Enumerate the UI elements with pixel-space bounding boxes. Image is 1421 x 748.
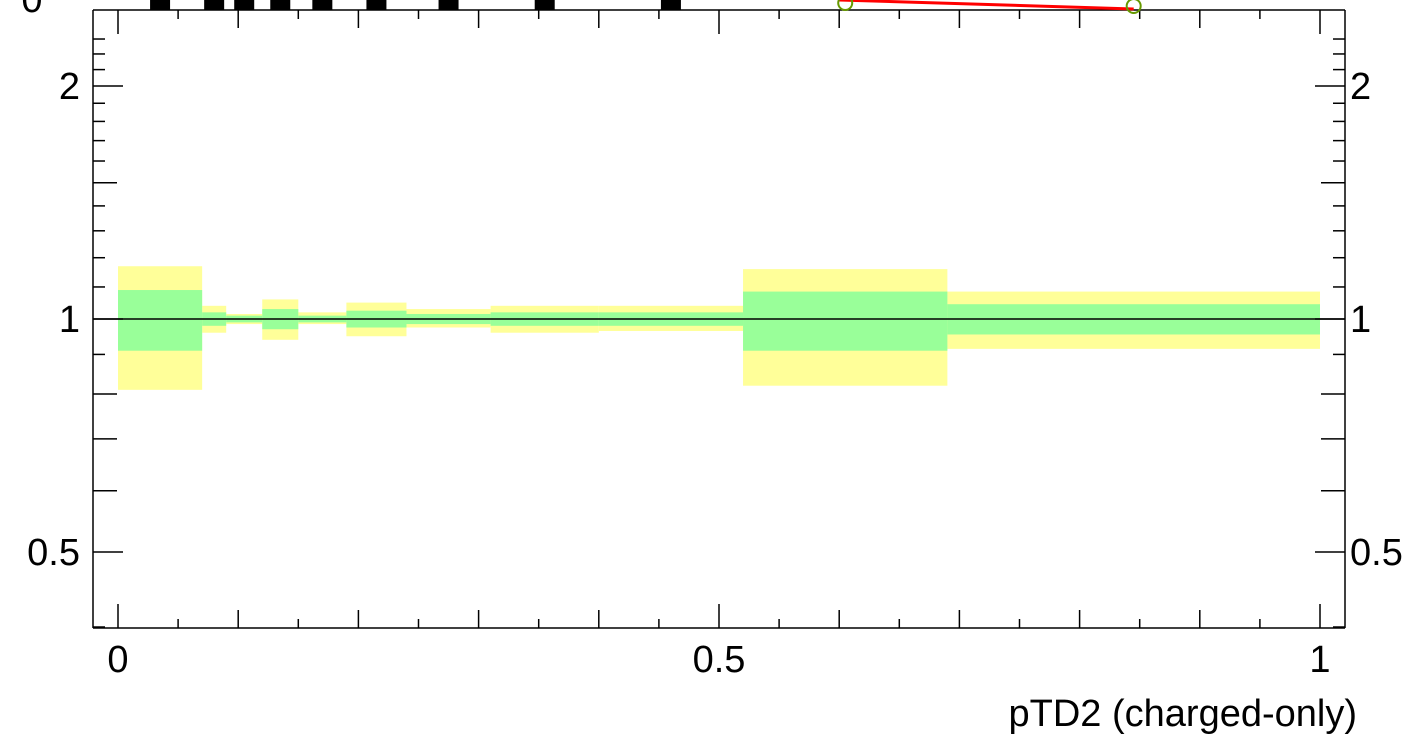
plot-area: [93, 266, 1345, 390]
y-tick-label-left-1: 1: [59, 299, 80, 341]
y-tick-label-left-0: 0.5: [27, 532, 80, 574]
axes: 0 0.5 1 0.5 0.5 1 1 2 2: [27, 9, 1403, 681]
top-marker-7: [534, 0, 555, 10]
top-marker-4: [312, 0, 333, 10]
x-tick-label-0: 0: [107, 639, 128, 681]
top-marker-3: [270, 0, 291, 10]
top-marker-1: [204, 0, 225, 10]
x-tick-label-1: 0.5: [693, 639, 746, 681]
x-axis-label: pTD2 (charged-only): [1009, 693, 1357, 735]
top-red-line: [839, 0, 1134, 11]
y-tick-label-right-1: 1: [1350, 299, 1371, 341]
inner-band-0: [118, 290, 203, 351]
y-tick-label-left-2: 2: [59, 66, 80, 108]
x-tick-label-2: 1: [1309, 639, 1330, 681]
top-zero-label: 0: [21, 0, 42, 21]
y-tick-label-right-0: 0.5: [1350, 532, 1403, 574]
y-tick-label-right-2: 2: [1350, 66, 1371, 108]
top-marker-8: [660, 0, 681, 10]
top-green-marker-0: [837, 0, 854, 11]
top-marker-5: [366, 0, 387, 10]
top-green-marker-1: [1125, 0, 1142, 14]
top-marker-0: [150, 0, 171, 10]
inner-band-9: [743, 291, 948, 351]
top-marker-6: [438, 0, 459, 10]
top-marker-2: [234, 0, 255, 10]
